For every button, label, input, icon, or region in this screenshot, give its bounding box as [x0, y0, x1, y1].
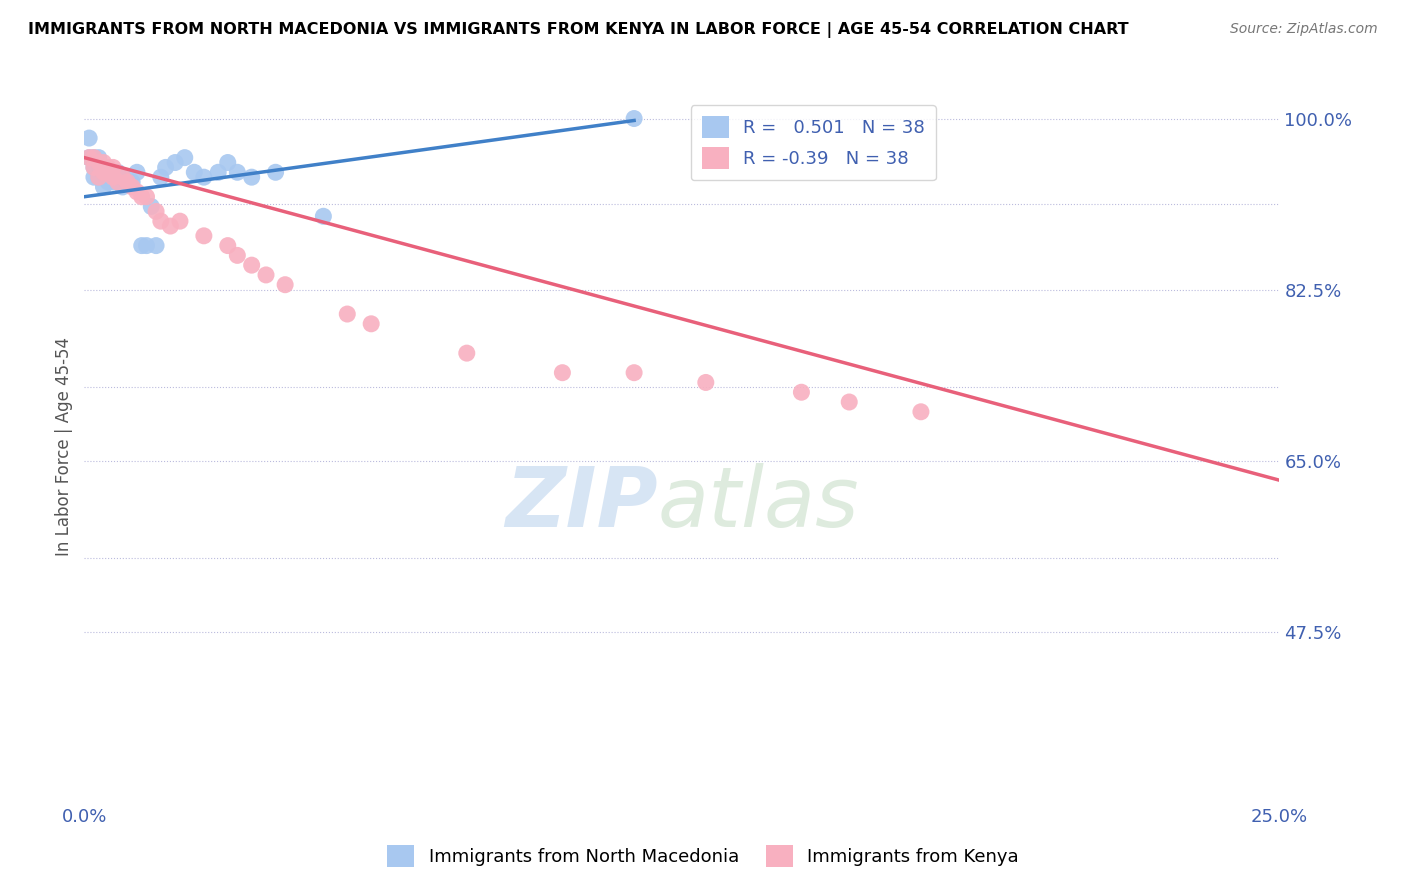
Y-axis label: In Labor Force | Age 45-54: In Labor Force | Age 45-54	[55, 336, 73, 556]
Point	[107, 175, 129, 189]
Point	[207, 165, 229, 179]
Point	[173, 151, 195, 165]
Text: atlas: atlas	[658, 463, 859, 543]
Point	[193, 170, 215, 185]
Point	[125, 185, 148, 199]
Point	[551, 366, 574, 380]
Point	[83, 151, 105, 165]
Point	[217, 155, 239, 169]
Point	[101, 161, 124, 175]
Legend: R =   0.501   N = 38, R = -0.39   N = 38: R = 0.501 N = 38, R = -0.39 N = 38	[690, 105, 936, 180]
Point	[77, 151, 100, 165]
Point	[87, 170, 110, 185]
Point	[121, 175, 143, 189]
Point	[155, 161, 177, 175]
Point	[217, 238, 239, 252]
Point	[193, 228, 215, 243]
Point	[117, 175, 139, 189]
Point	[169, 214, 191, 228]
Point	[87, 170, 110, 185]
Point	[117, 175, 139, 189]
Point	[274, 277, 297, 292]
Point	[77, 131, 100, 145]
Point	[107, 175, 129, 189]
Point	[87, 155, 110, 169]
Point	[101, 165, 124, 179]
Point	[83, 161, 105, 175]
Point	[254, 268, 277, 282]
Point	[226, 248, 249, 262]
Point	[312, 209, 335, 223]
Point	[910, 405, 932, 419]
Point	[131, 238, 153, 252]
Point	[93, 155, 115, 169]
Point	[83, 161, 105, 175]
Point	[141, 200, 163, 214]
Point	[165, 155, 187, 169]
Point	[111, 170, 134, 185]
Point	[145, 204, 167, 219]
Point	[83, 151, 105, 165]
Legend: Immigrants from North Macedonia, Immigrants from Kenya: Immigrants from North Macedonia, Immigra…	[380, 838, 1026, 874]
Point	[360, 317, 382, 331]
Point	[264, 165, 287, 179]
Point	[145, 238, 167, 252]
Point	[77, 151, 100, 165]
Point	[149, 214, 172, 228]
Point	[83, 170, 105, 185]
Point	[107, 165, 129, 179]
Point	[97, 165, 120, 179]
Point	[87, 151, 110, 165]
Point	[97, 161, 120, 175]
Point	[93, 180, 115, 194]
Point	[240, 170, 263, 185]
Point	[183, 165, 205, 179]
Point	[93, 165, 115, 179]
Point	[125, 165, 148, 179]
Point	[226, 165, 249, 179]
Point	[838, 395, 860, 409]
Point	[87, 161, 110, 175]
Point	[111, 170, 134, 185]
Point	[240, 258, 263, 272]
Text: Source: ZipAtlas.com: Source: ZipAtlas.com	[1230, 22, 1378, 37]
Point	[97, 175, 120, 189]
Point	[456, 346, 478, 360]
Point	[121, 180, 143, 194]
Point	[97, 165, 120, 179]
Point	[135, 238, 157, 252]
Point	[101, 175, 124, 189]
Point	[695, 376, 717, 390]
Text: ZIP: ZIP	[505, 463, 658, 543]
Point	[111, 180, 134, 194]
Text: IMMIGRANTS FROM NORTH MACEDONIA VS IMMIGRANTS FROM KENYA IN LABOR FORCE | AGE 45: IMMIGRANTS FROM NORTH MACEDONIA VS IMMIG…	[28, 22, 1129, 38]
Point	[790, 385, 813, 400]
Point	[623, 112, 645, 126]
Point	[131, 190, 153, 204]
Point	[159, 219, 181, 233]
Point	[135, 190, 157, 204]
Point	[623, 366, 645, 380]
Point	[149, 170, 172, 185]
Point	[93, 165, 115, 179]
Point	[101, 170, 124, 185]
Point	[336, 307, 359, 321]
